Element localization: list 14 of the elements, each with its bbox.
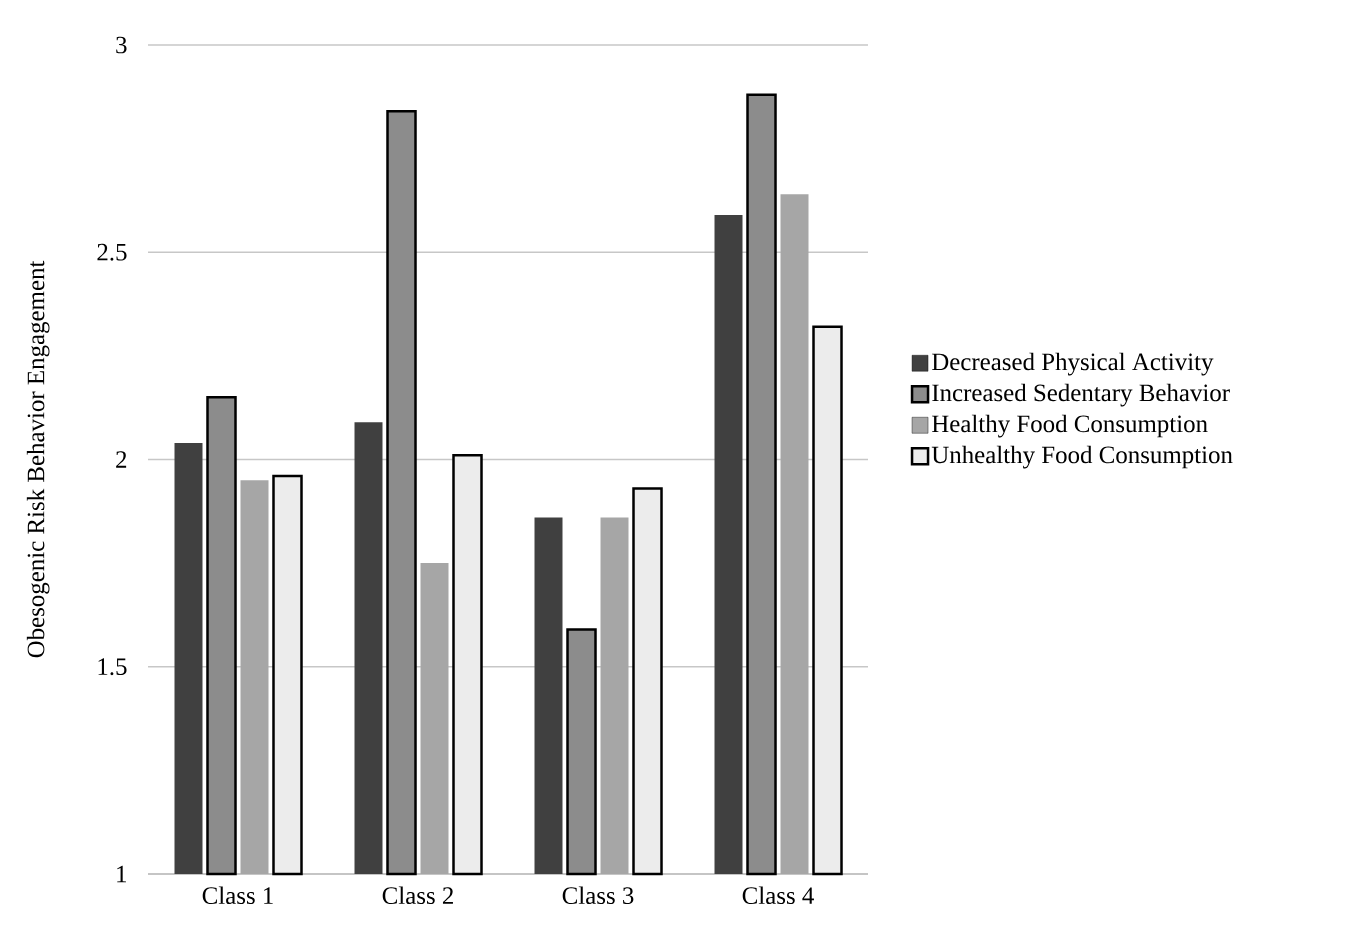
y-tick-label: 2 bbox=[116, 451, 127, 468]
legend-label: Increased Sedentary Behavior bbox=[932, 383, 1230, 407]
y-tick-label: 1 bbox=[117, 865, 126, 883]
y-tick-label: 1.5 bbox=[98, 658, 127, 676]
legend-label: Unhealthy Food Consumption bbox=[931, 445, 1233, 469]
x-tick-label: Class 1 bbox=[202, 886, 273, 905]
y-tick-label: 3 bbox=[116, 36, 127, 54]
x-tick-label: Class 4 bbox=[742, 886, 814, 905]
legend-label: Decreased Physical Activity bbox=[932, 352, 1214, 376]
x-tick-label: Class 3 bbox=[562, 886, 634, 905]
y-tick-label: 2.5 bbox=[97, 243, 127, 261]
legend-label: Healthy Food Consumption bbox=[932, 414, 1208, 438]
x-tick-label: Class 2 bbox=[382, 886, 453, 905]
y-axis-title: Obesogenic Risk Behavior Engagement bbox=[26, 260, 50, 658]
